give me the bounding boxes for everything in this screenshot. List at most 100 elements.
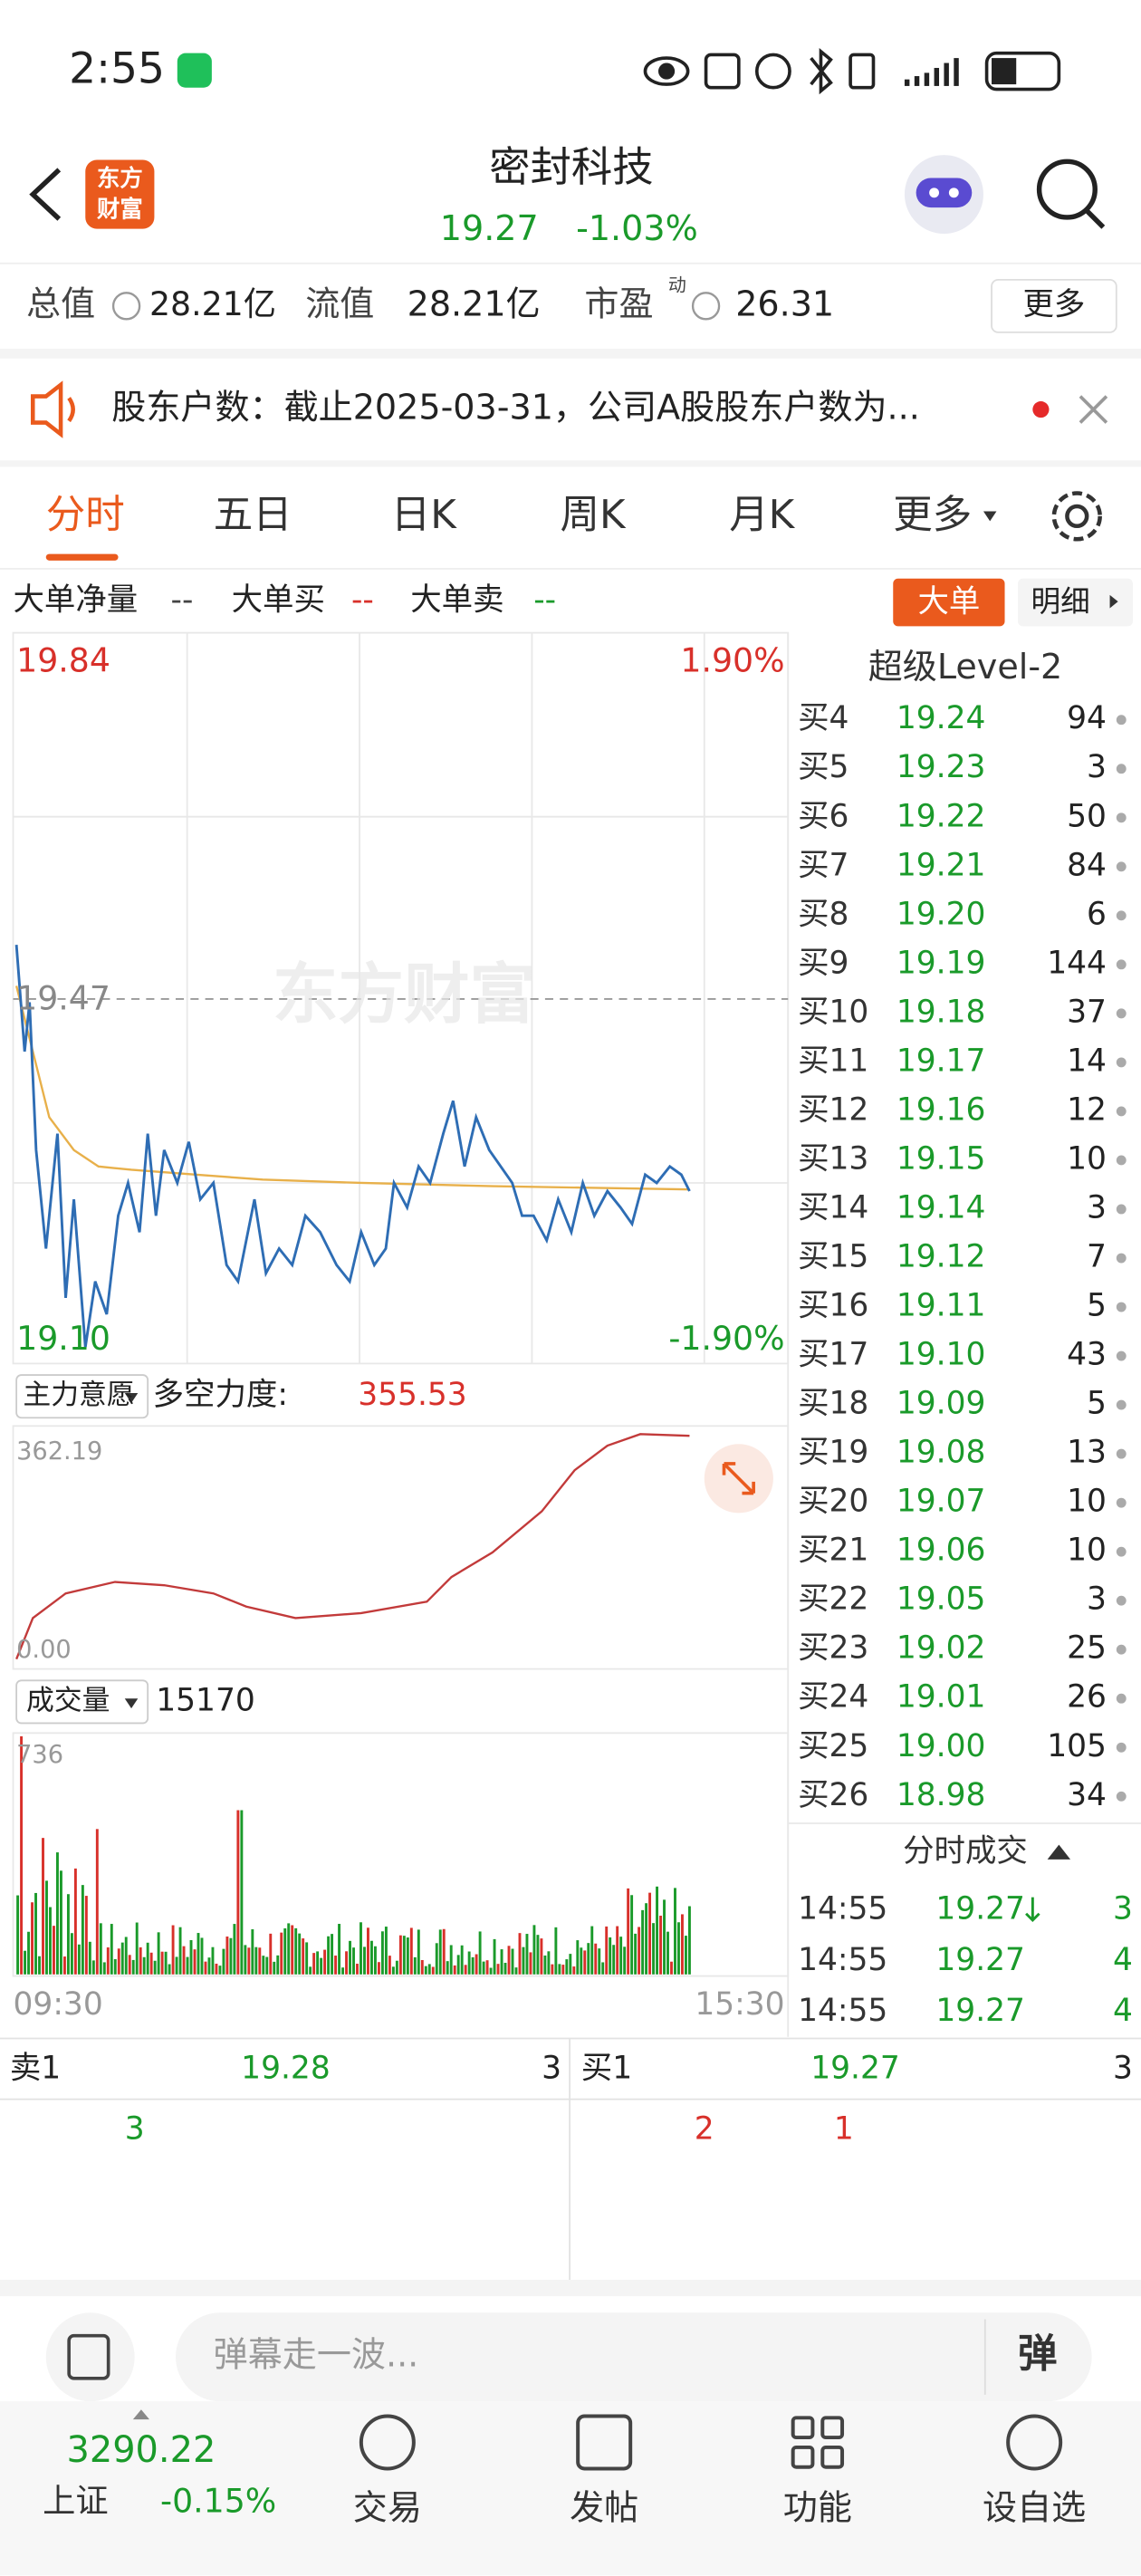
nav-item[interactable]: 发帖 (570, 2487, 638, 2527)
trade-qty: 4 (1113, 1993, 1133, 2029)
volume-bar (84, 1896, 88, 1975)
volume-bar (327, 1936, 331, 1975)
trade-time: 14:55 (798, 1993, 887, 2029)
bid-price: 19.19 (896, 945, 986, 981)
info-icons (111, 292, 721, 321)
volume-bar (453, 1965, 456, 1975)
nav-item[interactable]: 设自选 (983, 2487, 1086, 2527)
more-button-bg[interactable] (991, 278, 1117, 333)
tab[interactable]: 五日 (214, 493, 292, 538)
volume-bar (456, 1955, 460, 1975)
volume-bar (269, 1933, 273, 1975)
comment-placeholder[interactable]: 弹幕走一波... (214, 2335, 419, 2375)
bid-qty: 43 (1067, 1337, 1107, 1373)
volume-bar (117, 1948, 120, 1975)
status-icons (643, 47, 1061, 95)
label: 大单卖 (410, 582, 503, 619)
indicator-min: 0.00 (16, 1636, 72, 1664)
volume-bar (446, 1961, 449, 1975)
volume-bar (370, 1940, 373, 1975)
volume-bar (294, 1927, 298, 1975)
x-end: 15:30 (695, 1986, 784, 2023)
close-notice[interactable] (1079, 395, 1108, 424)
detail-button[interactable] (1018, 578, 1133, 627)
volume-bar (42, 1838, 44, 1975)
volume-bar (402, 1936, 406, 1975)
more-button[interactable]: 更多 (1022, 286, 1085, 322)
volume-bar (49, 1907, 52, 1975)
indicator-value: 355.53 (358, 1377, 467, 1413)
bid-level: 买11 (798, 1043, 868, 1079)
volume-bar (503, 1963, 507, 1975)
danmaku-button[interactable]: 弹 (1018, 2332, 1058, 2378)
bid-level: 买26 (798, 1777, 868, 1813)
volume-bar (489, 1967, 493, 1975)
tab[interactable]: 更多 (893, 493, 972, 538)
settings-button[interactable] (1051, 491, 1102, 542)
volume-bar (27, 1931, 30, 1975)
bid-level: 买13 (798, 1140, 868, 1177)
volume-bar (435, 1943, 438, 1975)
bid-price: 19.23 (896, 749, 986, 785)
volume-bar (91, 1960, 95, 1975)
bid-level: 买18 (798, 1386, 868, 1422)
volume-bar (120, 1942, 124, 1975)
volume-bar (106, 1947, 110, 1975)
expand-button[interactable] (704, 1444, 773, 1514)
volume-bar (500, 1949, 503, 1975)
volume-bar (525, 1934, 529, 1975)
bid-qty: 12 (1067, 1091, 1107, 1128)
volume-bar (594, 1943, 598, 1975)
indicator-max: 362.19 (16, 1437, 102, 1466)
search-button[interactable] (1036, 159, 1106, 229)
bid-qty: 10 (1067, 1533, 1107, 1569)
volume-bar (514, 1967, 518, 1975)
nav-item[interactable]: 交易 (353, 2487, 422, 2527)
big-order-label[interactable]: 大单 (917, 584, 980, 620)
volume-bar (641, 1909, 645, 1975)
volume-bar (131, 1959, 135, 1975)
index-value[interactable]: 3290.22 (66, 2429, 216, 2471)
volume-bar (384, 1927, 388, 1975)
volume-bar (587, 1943, 590, 1975)
indicator-select[interactable] (15, 1374, 149, 1419)
tab[interactable]: 日K (391, 493, 457, 538)
detail-label[interactable]: 明细 (1031, 584, 1090, 619)
indicator-name: 主力意愿 (23, 1379, 134, 1411)
tab[interactable]: 月K (729, 493, 795, 538)
volume-bar (320, 1957, 323, 1975)
bid-level: 买5 (798, 749, 849, 785)
back-button[interactable] (29, 168, 62, 221)
comment-icon[interactable] (45, 2312, 135, 2402)
trade-price: 19.27 (935, 1891, 1025, 1927)
volume-bar (265, 1956, 269, 1975)
bid-price: 19.07 (896, 1484, 986, 1520)
volume-bar (233, 1924, 236, 1975)
big-order-button[interactable] (893, 578, 1005, 627)
nav-item[interactable]: 功能 (783, 2487, 852, 2527)
notice-text[interactable]: 股东户数：截止2025-03-31，公司A股股东户数为... (111, 388, 920, 428)
queue-qty: 1 (834, 2111, 854, 2148)
volume-bar (142, 1956, 146, 1975)
dot (1116, 764, 1127, 774)
bid-price: 19.08 (896, 1435, 986, 1471)
quote-label: 买1 (581, 2050, 632, 2086)
robot-avatar[interactable] (904, 155, 983, 235)
tab[interactable]: 分时 (46, 493, 125, 538)
stat-label: 流值 (305, 284, 374, 323)
volume-bar (222, 1948, 225, 1975)
volume-bar (88, 1941, 91, 1975)
tab[interactable]: 周K (560, 493, 626, 538)
volume-bar (236, 1810, 240, 1975)
bid-price: 19.20 (896, 896, 986, 932)
dot (1116, 1350, 1127, 1361)
bid-price: 19.06 (896, 1533, 986, 1569)
y-high: 19.84 (16, 640, 110, 679)
volume-select[interactable] (15, 1679, 149, 1725)
bid-price: 19.00 (896, 1728, 986, 1764)
comment-input[interactable] (175, 2312, 1092, 2402)
volume-bar (59, 1870, 62, 1975)
queue-qty: 2 (695, 2111, 714, 2148)
volume-bar (258, 1947, 262, 1975)
dot (1116, 910, 1127, 921)
